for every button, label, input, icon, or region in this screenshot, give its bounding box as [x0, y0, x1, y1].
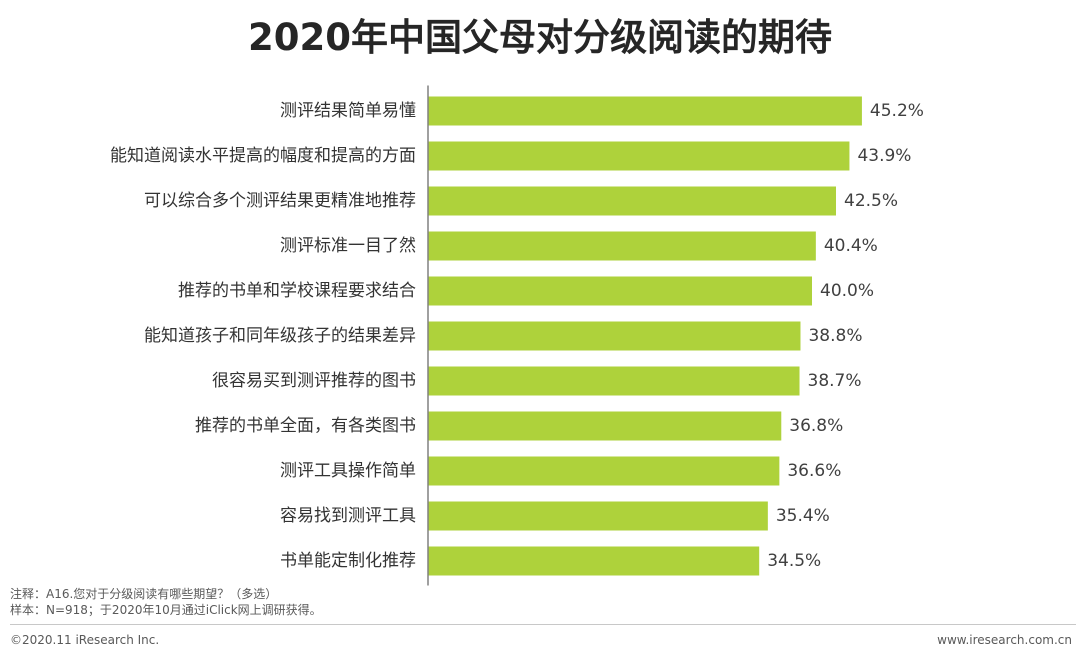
- category-label-4: 测评标准一目了然: [280, 236, 416, 256]
- bar-8: [428, 411, 782, 441]
- category-label-1: 测评结果简单易懂: [280, 101, 416, 121]
- chart-title: 2020年中国父母对分级阅读的期待: [248, 16, 832, 59]
- notes-block: 注释：A16.您对于分级阅读有哪些期望？（多选） 样本：N=918；于2020年…: [10, 586, 322, 618]
- bar-7: [428, 366, 800, 396]
- value-label-10: 35.4%: [776, 506, 830, 526]
- value-label-3: 42.5%: [844, 191, 898, 211]
- note-sample: 样本：N=918；于2020年10月通过iClick网上调研获得。: [10, 603, 322, 617]
- category-label-2: 能知道阅读水平提高的幅度和提高的方面: [110, 146, 416, 166]
- bar-2: [428, 141, 850, 171]
- bar-11: [428, 546, 760, 576]
- bar-6: [428, 321, 801, 351]
- bar-4: [428, 231, 816, 261]
- bar-5: [428, 276, 812, 306]
- value-label-8: 36.8%: [789, 416, 843, 436]
- category-label-9: 测评工具操作简单: [280, 461, 416, 481]
- category-label-7: 很容易买到测评推荐的图书: [212, 371, 416, 391]
- category-label-3: 可以综合多个测评结果更精准地推荐: [144, 191, 416, 211]
- copyright-text: ©2020.11 iResearch Inc.: [10, 633, 160, 647]
- value-label-7: 38.7%: [808, 371, 862, 391]
- bar-9: [428, 456, 780, 486]
- note-question: 注释：A16.您对于分级阅读有哪些期望？（多选）: [10, 587, 278, 601]
- value-label-2: 43.9%: [857, 146, 911, 166]
- category-label-6: 能知道孩子和同年级孩子的结果差异: [144, 326, 416, 346]
- category-label-11: 书单能定制化推荐: [280, 551, 416, 571]
- category-label-8: 推荐的书单全面，有各类图书: [195, 416, 416, 436]
- category-label-10: 容易找到测评工具: [280, 506, 416, 526]
- website-text: www.iresearch.com.cn: [937, 633, 1072, 647]
- value-label-4: 40.4%: [824, 236, 878, 256]
- value-label-1: 45.2%: [870, 101, 924, 121]
- category-label-5: 推荐的书单和学校课程要求结合: [178, 281, 416, 301]
- bar-3: [428, 186, 836, 216]
- footer-divider: [10, 624, 1076, 625]
- bar-10: [428, 501, 768, 531]
- value-label-11: 34.5%: [767, 551, 821, 571]
- bar-1: [428, 96, 862, 126]
- value-label-9: 36.6%: [787, 461, 841, 481]
- value-label-5: 40.0%: [820, 281, 874, 301]
- value-label-6: 38.8%: [808, 326, 862, 346]
- bar-chart: 测评结果简单易懂能知道阅读水平提高的幅度和提高的方面可以综合多个测评结果更精准地…: [110, 85, 924, 586]
